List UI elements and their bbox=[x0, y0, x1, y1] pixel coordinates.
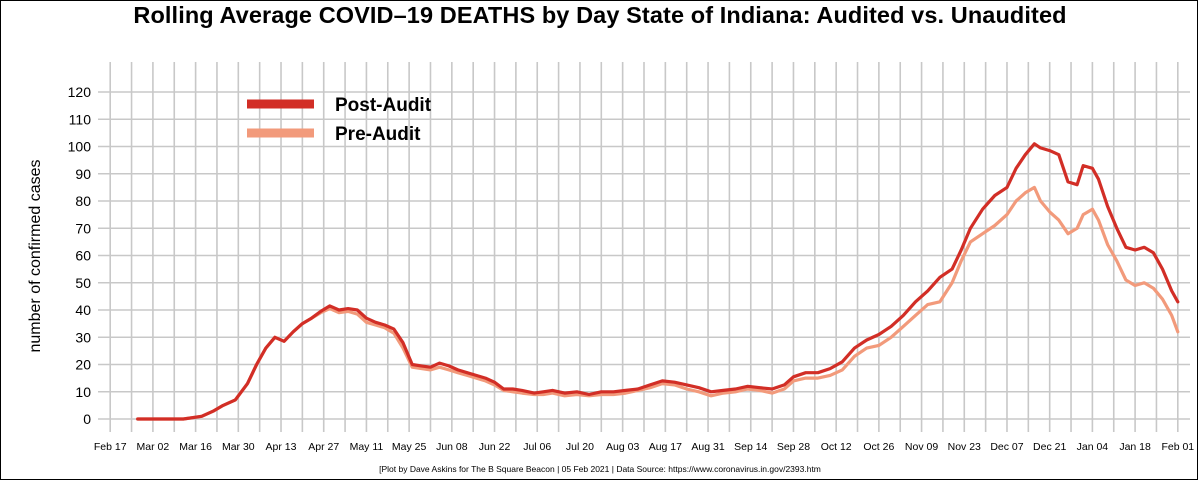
x-tick-label: Apr 27 bbox=[308, 441, 339, 453]
series-lines bbox=[136, 142, 1180, 421]
y-axis: 0 10 20 30 40 50 60 70 80 90 100 110 120 bbox=[68, 84, 92, 427]
x-tick-label: Oct 26 bbox=[863, 441, 894, 453]
x-tick-label: Oct 12 bbox=[821, 441, 852, 453]
x-tick-label: May 11 bbox=[350, 441, 384, 453]
y-tick-label: 120 bbox=[68, 84, 92, 100]
y-tick-label: 50 bbox=[75, 275, 91, 291]
y-tick-label: 90 bbox=[75, 166, 91, 182]
y-tick-label: 80 bbox=[75, 193, 91, 209]
x-tick-label: Mar 16 bbox=[179, 441, 212, 453]
x-tick-label: Nov 09 bbox=[905, 441, 938, 453]
x-tick-label: Jan 18 bbox=[1119, 441, 1151, 453]
y-tick-label: 0 bbox=[83, 411, 91, 427]
y-tick-label: 110 bbox=[69, 111, 92, 127]
grid bbox=[98, 62, 1190, 432]
chart-caption: [Plot by Dave Askins for The B Square Be… bbox=[379, 464, 821, 474]
series-line-pre-audit bbox=[136, 185, 1180, 421]
y-tick-label: 70 bbox=[75, 220, 91, 236]
x-tick-label: Feb 17 bbox=[94, 441, 127, 453]
x-tick-label: Jan 04 bbox=[1077, 441, 1109, 453]
x-tick-label: Mar 02 bbox=[137, 441, 170, 453]
x-tick-label: Jul 20 bbox=[566, 441, 594, 453]
x-tick-label: Jun 22 bbox=[479, 441, 511, 453]
x-tick-label: May 25 bbox=[392, 441, 427, 453]
x-tick-label: Sep 14 bbox=[734, 441, 767, 453]
y-tick-label: 10 bbox=[75, 384, 91, 400]
x-tick-label: Aug 17 bbox=[649, 441, 682, 453]
y-tick-label: 60 bbox=[75, 248, 91, 264]
x-tick-label: Jun 08 bbox=[436, 441, 468, 453]
chart-title: Rolling Average COVID–19 DEATHS by Day S… bbox=[133, 2, 1067, 28]
x-tick-label: Sep 28 bbox=[777, 441, 810, 453]
y-tick-label: 40 bbox=[75, 302, 91, 318]
legend-label-pre-audit: Pre-Audit bbox=[335, 124, 421, 145]
y-tick-label: 100 bbox=[68, 139, 92, 155]
x-tick-label: Dec 21 bbox=[1033, 441, 1066, 453]
x-tick-label: Nov 23 bbox=[948, 441, 981, 453]
legend-label-post-audit: Post-Audit bbox=[335, 95, 432, 116]
x-tick-label: Feb 01 bbox=[1161, 441, 1194, 453]
x-axis: Feb 17 Mar 02 Mar 16 Mar 30 Apr 13 Apr 27 May … bbox=[94, 441, 1194, 453]
x-tick-label: Aug 31 bbox=[691, 441, 724, 453]
x-tick-label: Jul 06 bbox=[523, 441, 551, 453]
x-tick-label: Mar 30 bbox=[222, 441, 255, 453]
x-tick-label: Dec 07 bbox=[990, 441, 1023, 453]
y-axis-label: number of confirmed cases bbox=[27, 160, 44, 353]
y-tick-label: 30 bbox=[75, 329, 91, 345]
y-tick-label: 20 bbox=[75, 357, 91, 373]
legend: Post-Audit Pre-Audit bbox=[247, 95, 432, 145]
series-line-post-audit bbox=[136, 142, 1180, 421]
x-tick-label: Apr 13 bbox=[266, 441, 297, 453]
x-tick-label: Aug 03 bbox=[606, 441, 639, 453]
